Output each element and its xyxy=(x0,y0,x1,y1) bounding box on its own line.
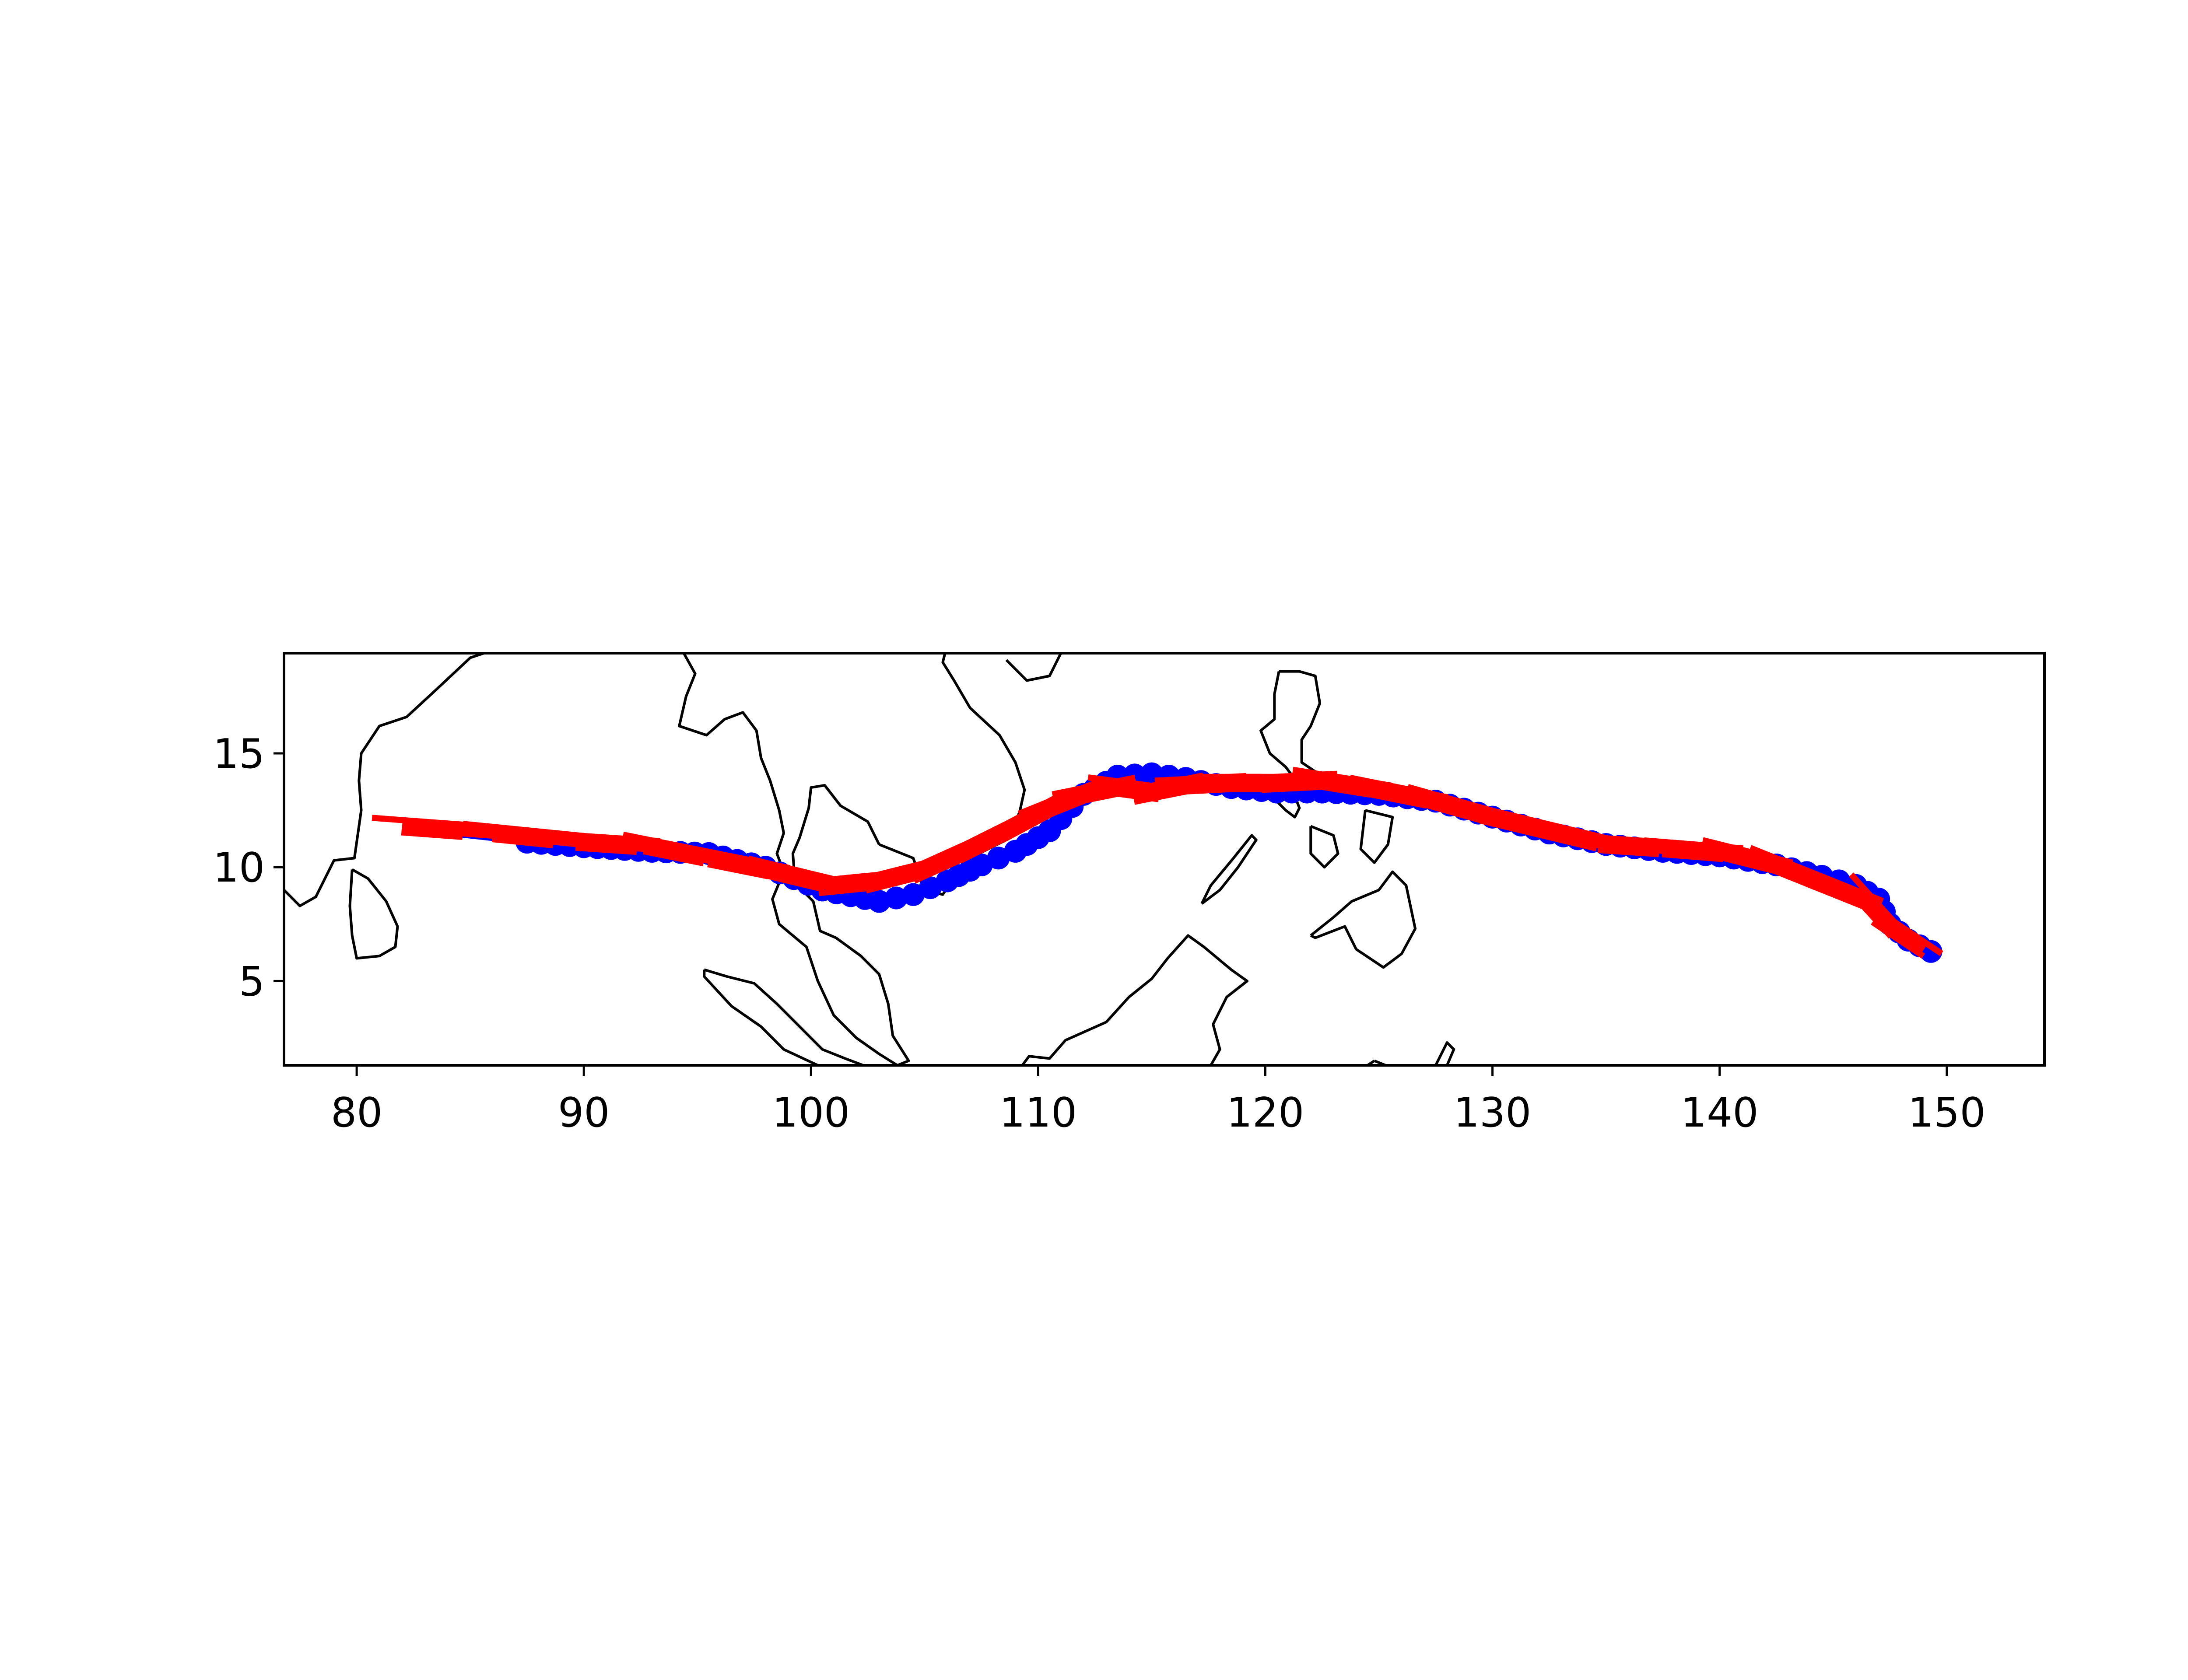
blue-track-point xyxy=(885,886,908,910)
red-track-tick xyxy=(1889,917,1943,956)
blue-track-point xyxy=(901,883,925,906)
blue-track-point xyxy=(970,854,993,876)
sumatra-coast xyxy=(703,968,865,1065)
red-track-tick xyxy=(491,836,554,848)
red-track-tick xyxy=(1479,817,1541,838)
red-track-tick xyxy=(643,848,705,867)
red-track-line xyxy=(401,775,1928,954)
india-coast xyxy=(284,653,484,907)
coastlines xyxy=(284,653,1455,1065)
x-axis: 80 90 100 110 120 130 140 150 xyxy=(331,1065,1986,1136)
blue-track-point xyxy=(868,890,891,913)
visayas-coast xyxy=(1309,825,1339,869)
borneo-coast xyxy=(1021,934,1248,1065)
blue-track-point xyxy=(987,847,1010,870)
red-track-tick xyxy=(372,815,434,826)
x-tick-label: 110 xyxy=(999,1089,1077,1136)
red-track-tick xyxy=(1871,919,1925,959)
red-track-tick xyxy=(575,844,637,855)
mindanao-coast xyxy=(1310,870,1417,969)
sulawesi-tip-coast xyxy=(1366,1059,1387,1065)
y-tick-label: 15 xyxy=(213,730,265,777)
red-track-tick xyxy=(1597,847,1659,858)
red-track-tick xyxy=(1423,801,1483,824)
x-tick-label: 120 xyxy=(1227,1089,1304,1136)
blue-track-point xyxy=(919,876,942,900)
x-tick-label: 100 xyxy=(772,1089,850,1136)
palawan-coast xyxy=(1200,834,1258,905)
x-tick-label: 80 xyxy=(331,1089,382,1136)
map-plot-area xyxy=(284,653,1943,1065)
red-track-tick xyxy=(1309,782,1371,798)
red-track-tick xyxy=(707,861,769,879)
x-tick-label: 150 xyxy=(1908,1089,1986,1136)
sri-lanka-coast xyxy=(348,868,399,960)
y-axis: 5 10 15 xyxy=(213,730,284,1005)
samar-leyte-coast xyxy=(1359,809,1394,864)
y-tick-label: 10 xyxy=(213,844,265,891)
red-track-tick xyxy=(1805,881,1865,910)
map-frame xyxy=(283,652,2046,1067)
red-track-tick xyxy=(1536,831,1598,852)
red-track-tick xyxy=(1366,791,1427,809)
hainan-coast xyxy=(1005,653,1062,682)
x-tick-label: 130 xyxy=(1454,1089,1532,1136)
red-track-ticks xyxy=(372,766,1943,959)
red-track-tick xyxy=(463,821,525,833)
x-tick-label: 90 xyxy=(558,1089,610,1136)
halmahera-tip-coast xyxy=(1434,1041,1455,1065)
x-tick-label: 140 xyxy=(1681,1089,1759,1136)
myanmar-thailand-malay-coast xyxy=(678,653,910,1065)
y-tick-label: 5 xyxy=(239,958,265,1005)
red-track-tick xyxy=(764,872,825,892)
red-track-tick xyxy=(1110,777,1172,792)
storm-tracks xyxy=(372,762,1943,963)
red-track-tick xyxy=(1662,851,1724,862)
red-track-tick xyxy=(401,829,463,840)
